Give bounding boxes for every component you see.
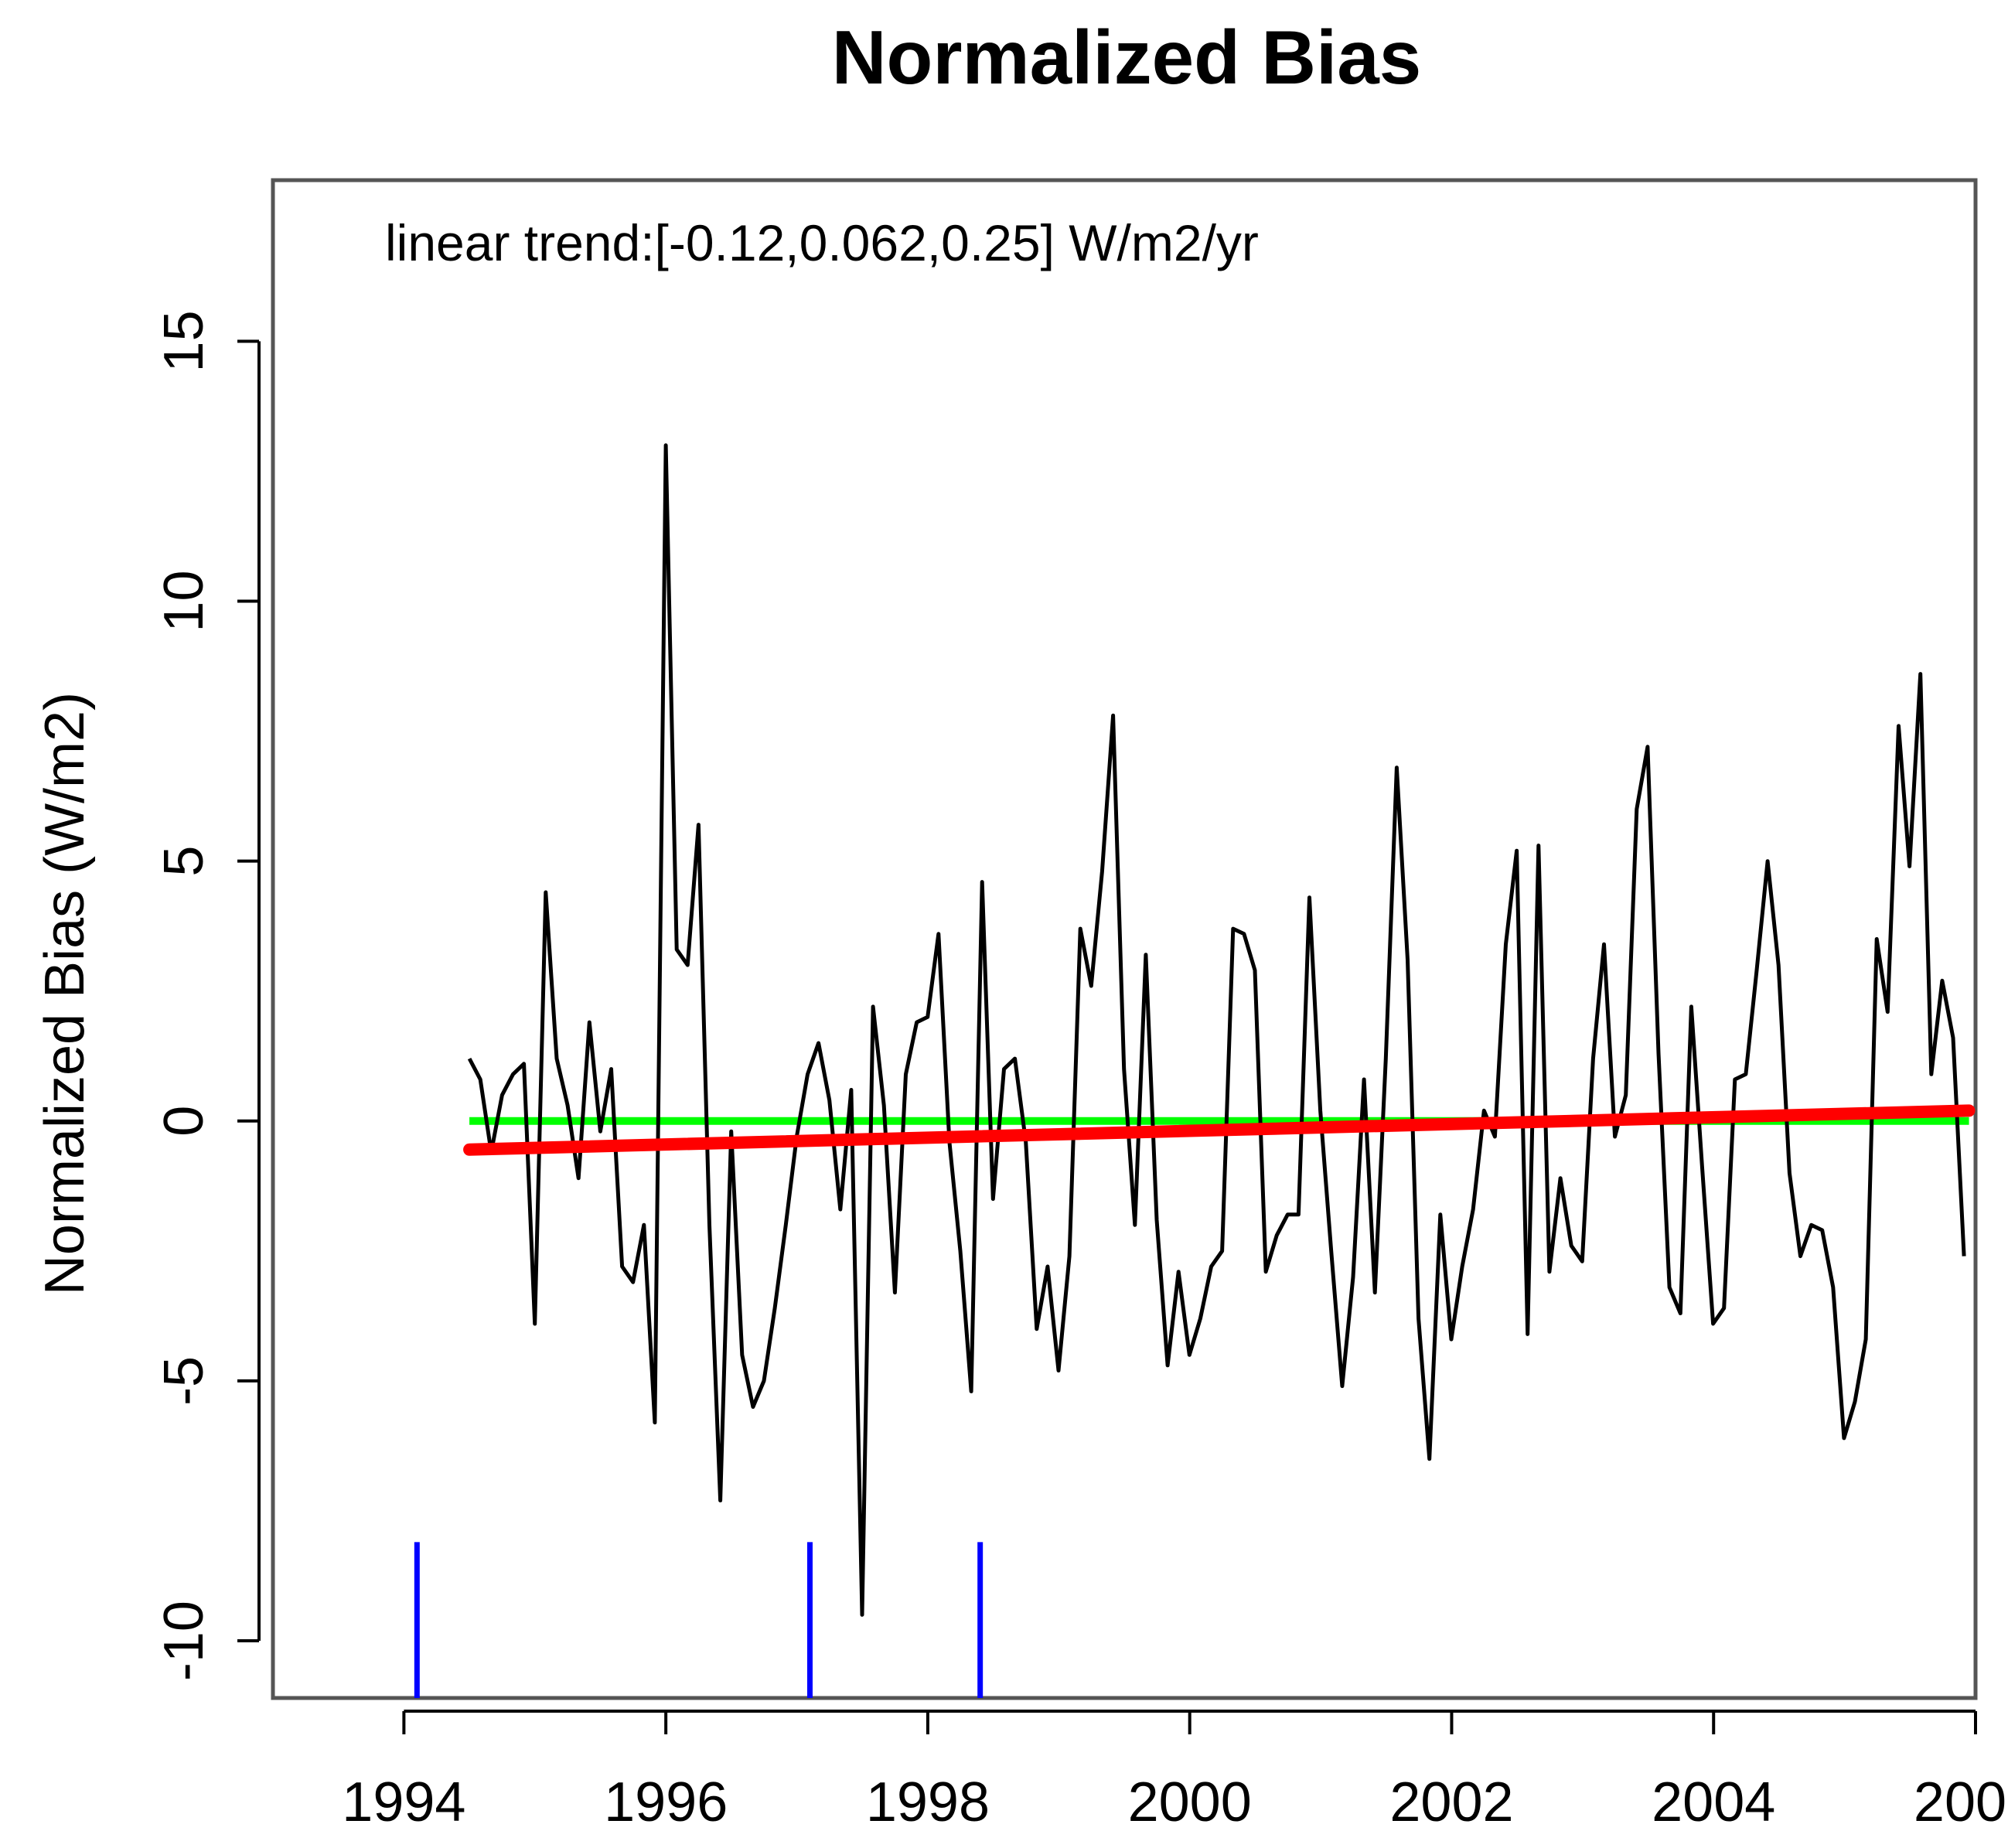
chart-title: Normalized Bias — [832, 15, 1421, 100]
y-tick-label: 15 — [153, 310, 215, 372]
linear-trend — [463, 1104, 1976, 1156]
x-axis: 1994 1996 1998 2000 2002 2004 2006 — [342, 1710, 2008, 1833]
y-tick-label: 10 — [153, 570, 215, 632]
x-tick-label: 2006 — [1914, 1771, 2008, 1833]
x-tick-label: 2000 — [1128, 1771, 1252, 1833]
y-tick-label: -5 — [153, 1356, 215, 1406]
x-tick-label: 1998 — [866, 1771, 990, 1833]
series-line-normalized-bias — [467, 443, 1966, 1617]
x-tick-label: 1996 — [604, 1771, 728, 1833]
x-tick-label: 1994 — [342, 1771, 465, 1833]
y-tick-label: 5 — [153, 846, 215, 877]
x-tick-label: 2004 — [1652, 1771, 1775, 1833]
y-axis: -10 -5 0 5 10 15 — [153, 310, 261, 1681]
y-axis-label: Normalized Bias (W/m2) — [34, 692, 96, 1295]
x-tick-label: 2002 — [1389, 1771, 1513, 1833]
plot-frame — [271, 178, 1978, 1700]
y-tick-label: -10 — [153, 1601, 215, 1681]
linear-trend-annotation: linear trend:[-0.12,0.062,0.25] W/m2/yr — [385, 214, 1259, 271]
y-tick-label: 0 — [153, 1106, 215, 1137]
